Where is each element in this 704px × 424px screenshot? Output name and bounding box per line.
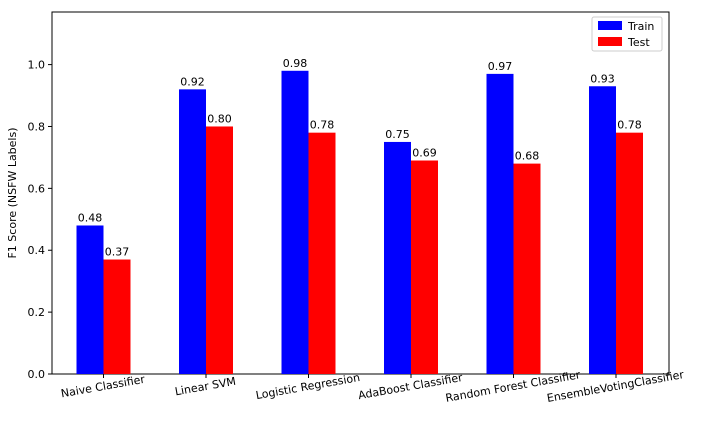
bar-test-4 (513, 163, 541, 374)
x-tick-label: Linear SVM (174, 375, 237, 399)
bar-value-label: 0.75 (385, 128, 410, 141)
bar-test-2 (308, 132, 336, 374)
bar-test-0 (103, 259, 131, 374)
legend-label-test: Test (627, 36, 650, 49)
bar-train-2 (281, 70, 309, 375)
y-axis-label: F1 Score (NSFW Labels) (6, 127, 19, 258)
bar-value-label: 0.92 (180, 75, 205, 88)
bar-test-1 (206, 126, 233, 374)
bar-value-label: 0.80 (207, 112, 232, 125)
bars: 0.48 0.37 0.92 0.80 0.98 0.78 0.750.69 0.97 0.68… (76, 57, 643, 375)
bar-value-label: 0.68 (515, 150, 540, 163)
bar-value-label: 0.78 (310, 119, 335, 132)
bar-value-label: 0.78 (617, 119, 642, 132)
legend-swatch-train (598, 21, 622, 30)
bar-test-3 (411, 160, 438, 374)
bar-value-label: 0.93 (590, 72, 615, 85)
y-tick-label: 0.8 (28, 120, 46, 133)
bar-value-label: 0.98 (283, 57, 308, 70)
bar-train-1 (179, 89, 206, 374)
bar-value-label: 0.48 (78, 211, 103, 224)
bar-value-label: 0.69 (412, 147, 437, 160)
y-tick-label: 0.6 (28, 182, 46, 195)
bar-train-4 (486, 73, 514, 374)
y-tick-label: 0.4 (28, 244, 46, 257)
bar-value-label: 0.97 (488, 60, 513, 73)
bar-train-0 (76, 225, 104, 374)
plot-frame (51, 11, 670, 375)
legend-swatch-test (598, 37, 622, 46)
bar-train-3 (384, 141, 411, 374)
x-tick-label: Logistic Regression (255, 371, 361, 402)
bar-value-label: 0.37 (105, 246, 130, 259)
y-tick-label: 1.0 (28, 59, 46, 72)
bar-test-5 (616, 132, 643, 374)
legend: Train Test (591, 16, 663, 52)
bar-train-5 (589, 86, 616, 374)
y-tick-label: 0.0 (28, 368, 46, 381)
y-axis: 0.0 0.2 0.4 0.6 0.8 1.0 (28, 59, 52, 381)
y-tick-label: 0.2 (28, 306, 46, 319)
legend-label-train: Train (627, 20, 654, 33)
